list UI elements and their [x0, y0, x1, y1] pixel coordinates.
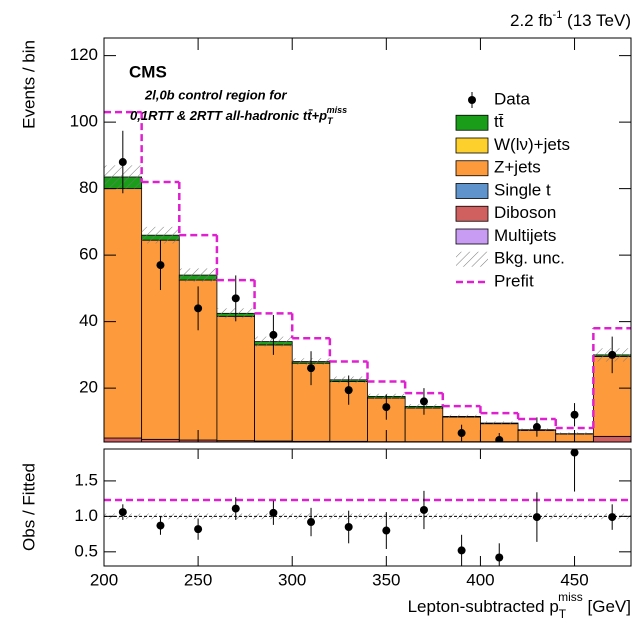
data-point: [495, 436, 504, 442]
annotation-sup: miss: [327, 105, 348, 115]
legend-swatch: [455, 228, 489, 245]
histogram-bar: [254, 344, 293, 442]
ratio-point: [532, 513, 541, 522]
legend-swatch: [455, 160, 489, 177]
ratio-point: [495, 553, 504, 562]
uncertainty-band: [480, 421, 519, 425]
data-point: [419, 397, 428, 406]
data-point: [608, 350, 617, 359]
ratio-point: [231, 504, 240, 513]
annotation: 2l,0b control region for: [144, 87, 288, 102]
ratio-point: [608, 513, 617, 522]
annotation-sub: T: [327, 116, 334, 126]
y-tick-label: 40: [79, 311, 98, 330]
data-point: [457, 429, 466, 438]
data-point: [118, 158, 127, 167]
histogram-bar: [592, 435, 631, 442]
main-pad: [104, 110, 631, 442]
legend-swatch: [456, 251, 488, 267]
lumi-energy: (13 TeV): [562, 11, 631, 30]
data-point: [532, 423, 541, 432]
x-tick-label: 400: [466, 570, 494, 589]
annotation-text: 0,1RTT & 2RTT all-hadronic tt̄+p: [130, 108, 327, 123]
histogram-bar: [480, 441, 519, 442]
y-tick-label: 20: [79, 378, 98, 397]
data-point: [382, 403, 391, 412]
histogram-bar: [216, 440, 255, 442]
ratio-point: [118, 508, 127, 517]
x-tick-label: 450: [560, 570, 588, 589]
histogram-bar: [291, 440, 331, 442]
legend-label: Z+jets: [494, 158, 541, 177]
ratio-point: [457, 546, 466, 555]
data-point: [231, 294, 240, 303]
y-tick-label: 80: [79, 178, 98, 197]
annotation: 0,1RTT & 2RTT all-hadronic tt̄+pTmiss: [130, 105, 347, 126]
x-label-sub: T: [559, 607, 567, 621]
ratio-point: [194, 525, 203, 534]
y-tick-label: 60: [79, 245, 98, 264]
ratio-y-tick-label: 1.0: [74, 506, 98, 525]
legend-label: Prefit: [494, 271, 534, 290]
histogram-bar: [517, 441, 557, 442]
ratio-point: [269, 508, 278, 517]
ratio-point: [344, 523, 353, 531]
histogram-bar: [104, 437, 143, 442]
ratio-point: [419, 505, 428, 514]
x-label-text: Lepton-subtracted p: [408, 597, 559, 616]
ratio-point: [156, 521, 165, 530]
ratio-point: [382, 526, 391, 535]
plot-area: [103, 37, 632, 567]
legend-swatch: [455, 114, 489, 131]
legend-label: W(lν)+jets: [494, 135, 570, 154]
histogram-bar: [104, 188, 143, 439]
lumi: 2.2 fb-1 (13 TeV): [510, 9, 631, 31]
x-tick-label: 200: [90, 570, 118, 589]
data-point: [570, 410, 579, 419]
legend-label: Diboson: [494, 203, 556, 222]
histogram-bar: [442, 441, 481, 442]
legend-label: Data: [494, 89, 530, 108]
ratio-uncertainty: [104, 513, 631, 520]
main-frame: [103, 37, 632, 443]
legend-swatch: [455, 205, 489, 222]
uncertainty-band: [179, 268, 217, 282]
data-point: [156, 261, 165, 270]
histogram-bar: [254, 440, 293, 442]
y-tick-label: 120: [70, 45, 98, 64]
legend-label: Multijets: [494, 226, 556, 245]
x-tick-label: 250: [184, 570, 212, 589]
legend-swatch: [455, 183, 489, 199]
lumi-text: 2.2 fb: [510, 11, 553, 30]
x-tick-label: 350: [372, 570, 400, 589]
legend-swatch: [455, 137, 489, 154]
data-point: [194, 304, 203, 313]
x-tick-label: 300: [278, 570, 306, 589]
x-label-unit: [GeV]: [583, 597, 631, 616]
ratio-frame: [103, 448, 632, 567]
histogram-bar: [404, 441, 444, 442]
ratio-y-tick-label: 0.5: [74, 541, 98, 560]
y-axis-label: Events / bin: [19, 40, 38, 129]
legend-label: tt̄: [494, 112, 504, 131]
x-axis-label: Lepton-subtracted pTmiss [GeV]: [408, 590, 631, 621]
histogram-bar: [329, 440, 368, 442]
experiment-label: CMS: [129, 62, 167, 81]
ratio-point: [307, 518, 316, 527]
histogram-bar: [216, 315, 255, 442]
uncertainty-band: [141, 226, 180, 244]
y-tick-label: 100: [70, 112, 98, 131]
lumi-sup: -1: [553, 9, 563, 21]
legend-label: Single t: [494, 180, 551, 199]
ratio-y-tick-label: 1.5: [74, 470, 98, 489]
data-point: [269, 330, 278, 339]
ratio-y-axis-label: Obs / Fitted: [19, 463, 38, 551]
ratio-pad: [104, 449, 631, 566]
x-label-sup: miss: [558, 590, 583, 604]
legend-label: Bkg. unc.: [494, 249, 565, 268]
uncertainty-band: [442, 414, 481, 419]
data-point: [344, 386, 353, 395]
data-point: [307, 364, 316, 373]
